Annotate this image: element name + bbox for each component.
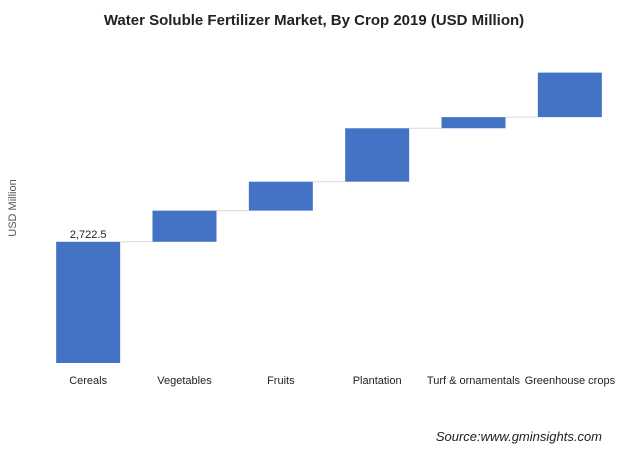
category-label-vegetables: Vegetables xyxy=(157,375,212,387)
category-label-fruits: Fruits xyxy=(267,375,295,387)
category-label-plantation: Plantation xyxy=(353,375,402,387)
data-label-cereals: 2,722.5 xyxy=(70,229,107,241)
chart-title: Water Soluble Fertilizer Market, By Crop… xyxy=(103,12,525,29)
bar-cereals xyxy=(56,241,121,363)
source-note: Source:www.gminsights.com xyxy=(435,429,602,444)
bar-plantation xyxy=(345,128,410,182)
category-label-turf-and-ornamentals: Turf & ornamentals xyxy=(427,375,521,387)
bar-turf-and-ornamentals xyxy=(441,117,506,129)
category-label-greenhouse-crops: Greenhouse crops xyxy=(525,375,616,387)
bar-fruits xyxy=(248,181,313,211)
bar-greenhouse-crops xyxy=(537,72,602,118)
bar-vegetables xyxy=(152,210,217,242)
category-label-cereals: Cereals xyxy=(69,375,107,387)
